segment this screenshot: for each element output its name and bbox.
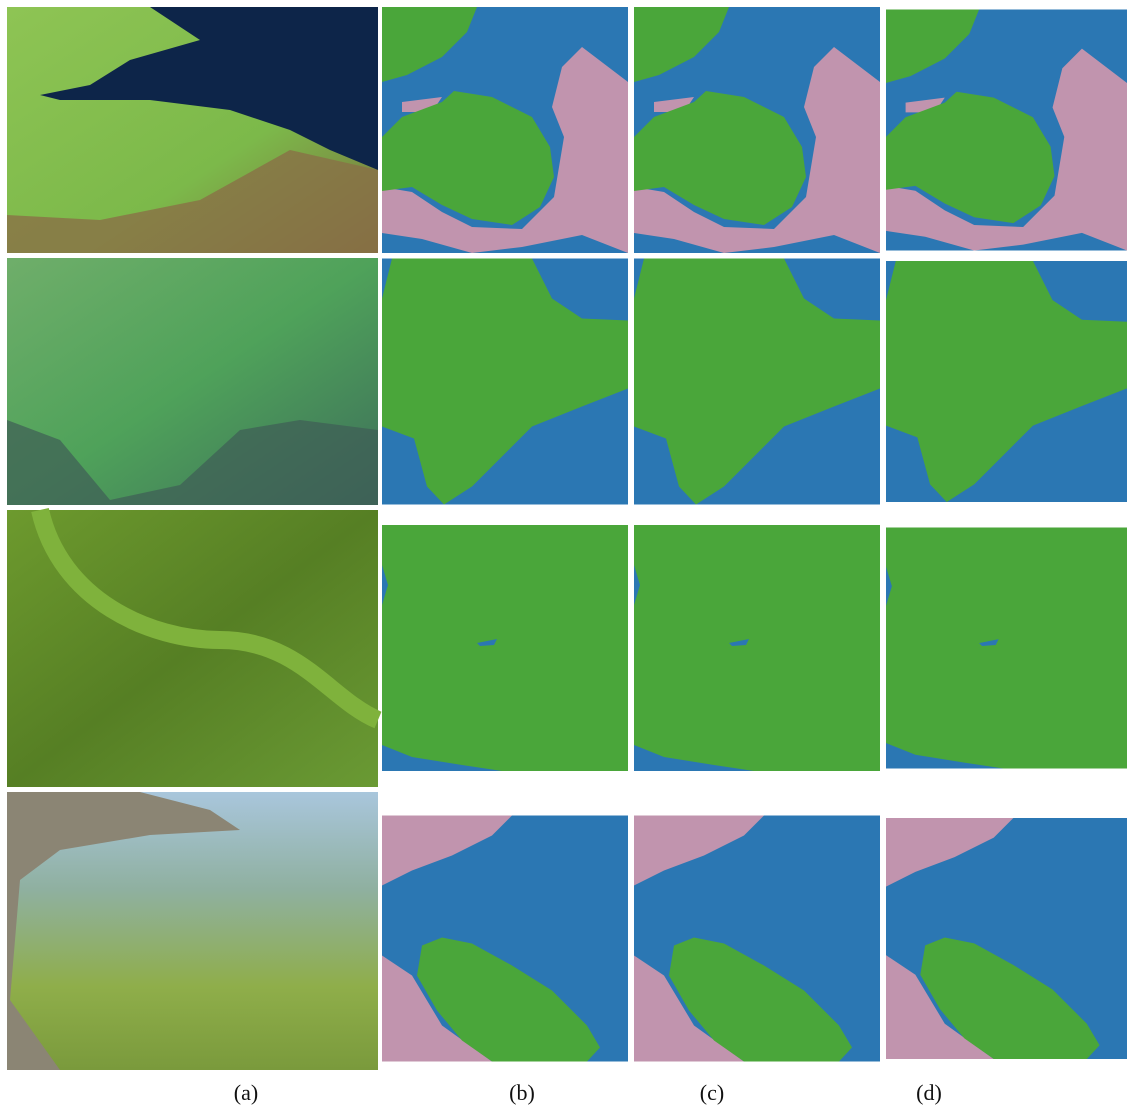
mask	[634, 7, 880, 253]
mask	[886, 528, 1127, 769]
mask	[634, 259, 880, 505]
mask	[886, 818, 1127, 1059]
mask	[382, 7, 628, 253]
mask	[382, 816, 628, 1062]
column-label: (d)	[916, 1080, 942, 1105]
column-label: (c)	[700, 1080, 724, 1105]
mask	[886, 261, 1127, 502]
column-label: (b)	[509, 1080, 535, 1105]
mask	[382, 525, 628, 771]
mask	[382, 259, 628, 505]
figure: (a) (b) (c) (d)	[0, 0, 1127, 1114]
mask	[886, 10, 1127, 251]
column-label: (a)	[234, 1080, 258, 1105]
mask	[634, 816, 880, 1062]
mask	[634, 525, 880, 771]
